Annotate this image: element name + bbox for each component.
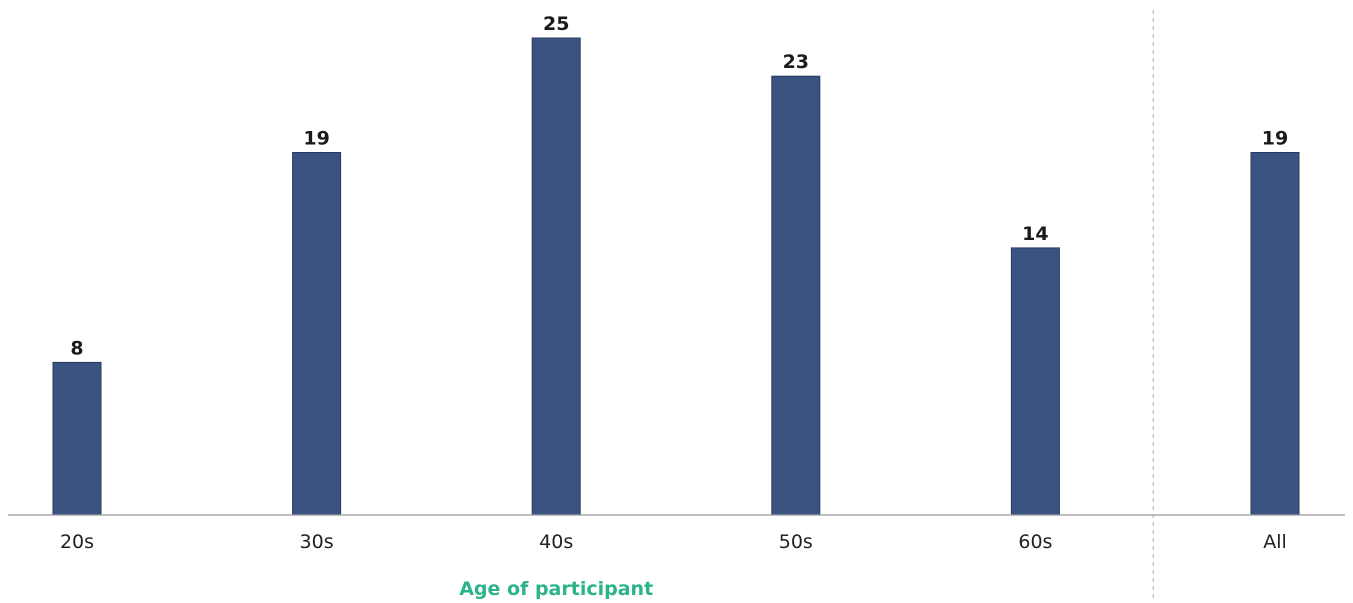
x-axis-title: Age of participant bbox=[459, 578, 653, 600]
value-label-50s: 23 bbox=[783, 51, 809, 73]
x-tick-label-60s: 60s bbox=[1018, 531, 1052, 553]
x-tick-label-all: All bbox=[1263, 531, 1287, 553]
bar-20s bbox=[52, 361, 102, 516]
value-label-40s: 25 bbox=[543, 13, 569, 35]
bar-50s bbox=[771, 75, 821, 516]
x-tick-label-50s: 50s bbox=[779, 531, 813, 553]
bar-60s bbox=[1010, 247, 1060, 516]
bars-group bbox=[52, 37, 1300, 516]
value-label-60s: 14 bbox=[1022, 223, 1048, 245]
x-tick-label-20s: 20s bbox=[60, 531, 94, 553]
x-tick-label-30s: 30s bbox=[300, 531, 334, 553]
x-tick-labels-group: 20s 30s 40s 50s 60s All bbox=[60, 531, 1287, 553]
value-labels-group: 8 19 25 23 14 19 bbox=[70, 13, 1288, 359]
value-label-20s: 8 bbox=[70, 337, 83, 359]
bar-30s bbox=[292, 152, 342, 516]
value-label-30s: 19 bbox=[303, 128, 329, 150]
value-label-all: 19 bbox=[1262, 128, 1288, 150]
x-tick-label-40s: 40s bbox=[539, 531, 573, 553]
bar-all bbox=[1250, 152, 1300, 516]
bar-40s bbox=[531, 37, 581, 516]
